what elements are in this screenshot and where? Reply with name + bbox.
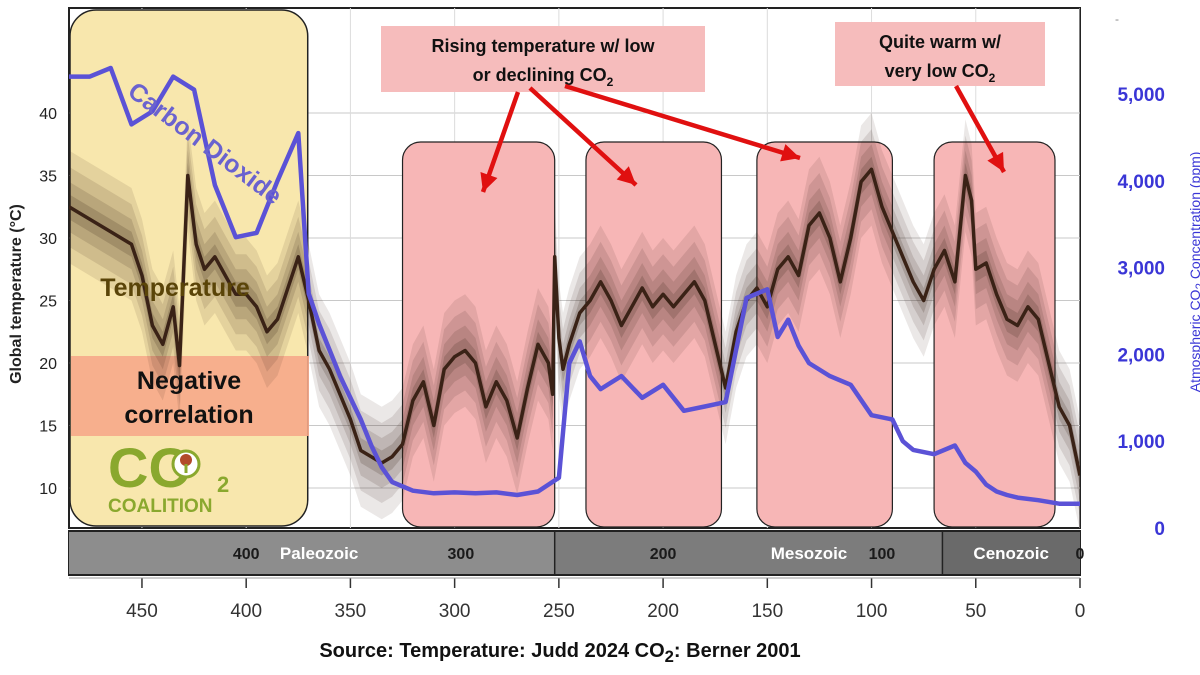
callout-2-box [835,22,1045,86]
callout-2-line2-sub: 2 [989,71,996,85]
tree-crown-icon [180,454,192,466]
arrow-1-head [480,172,498,192]
era-band [554,532,943,574]
arrow-4-head [987,151,1004,172]
scale-number-label: 0 [1076,546,1085,563]
x-tick-label: 0 [1075,601,1086,622]
x-tick-label: 250 [543,601,575,622]
co2-line [69,65,1080,506]
logo-word: COALITION [108,496,213,517]
y-right-label-sub: 2 [1194,283,1200,289]
callout-1-line2: or declining CO2 [473,65,614,89]
y-right-tick-mark: - [1115,12,1119,26]
logo-sub: 2 [217,472,229,497]
highlight-box-pink [585,141,723,528]
era-band [69,532,555,574]
era-label: Paleozoic [280,544,358,563]
highlight-boxes [69,9,1056,528]
temperature-label: Temperature [100,274,250,302]
highlight-box-pink [933,141,1056,528]
y-axis-right: 0 1,000 2,000 3,000 4,000 5,000 - [1115,12,1165,540]
era-band [942,532,1080,574]
arrow-2-head [616,166,636,185]
source-caption: Source: Temperature: Judd 2024 CO2: Bern… [0,640,1120,667]
callout-2-line2-text: very low CO [885,61,989,81]
y-right-tick-label: 3,000 [1117,259,1165,280]
arrow-3-head [780,144,800,162]
era-label: Cenozoic [973,544,1049,563]
source-sub: 2 [664,647,674,666]
temperature-line [69,167,1080,476]
y-left-tick-label: 35 [39,169,57,186]
scale-number-label: 100 [869,546,896,563]
y-right-label-pre: Atmospheric CO [1187,289,1200,393]
negative-correlation-line2: correlation [124,401,253,429]
y-right-tick-label: 0 [1154,519,1165,540]
y-axis-right-label: Atmospheric CO2 Concentration (ppm) [1187,137,1200,407]
x-axis: 400 Paleozoic 300 200 Mesozoic 100 Cenozoic 0 45… [68,530,1086,622]
callout-2-line2: very low CO2 [885,61,996,85]
arrow-3-shaft [564,83,801,161]
y-right-label-post: Concentration (ppm) [1187,151,1200,280]
x-tick-label: 400 [230,601,262,622]
y-axis-left: 10 15 20 25 30 35 40 [39,106,57,498]
y-left-tick-label: 30 [39,231,57,248]
y-right-tick-label: 4,000 [1117,172,1165,193]
highlight-box-pink [756,141,893,528]
x-tick-label: 200 [647,601,679,622]
y-left-tick-label: 20 [39,356,57,373]
temperature-band [69,129,1080,516]
temperature-band [69,156,1080,489]
y-right-tick-label: 5,000 [1117,85,1165,106]
temperature-band [69,113,1080,528]
co2-coalition-logo: CO 2 COALITION [108,436,229,517]
negative-correlation-band [71,356,309,436]
y-left-tick-label: 10 [39,481,57,498]
source-prefix: Source: Temperature: Judd 2024 CO [319,640,665,662]
scale-number-label: 300 [448,546,475,563]
scale-number-label: 400 [233,546,260,563]
x-tick-label: 300 [439,601,471,622]
era-label: Mesozoic [771,544,848,563]
y-axis-left-label: Global temperature (°C) [8,204,25,384]
y-right-tick-label: 2,000 [1117,345,1165,366]
x-tick-label: 50 [965,601,986,622]
tree-trunk-icon [184,464,188,473]
callout-1-line2-text: or declining CO [473,65,607,85]
y-left-tick-label: 40 [39,106,57,123]
source-suffix: : Berner 2001 [673,640,801,662]
scale-number-label: 200 [650,546,677,563]
callout-1-line2-sub: 2 [607,75,614,89]
x-tick-label: 100 [856,601,888,622]
x-tick-label: 350 [335,601,367,622]
y-right-tick-label: 1,000 [1117,432,1165,453]
x-tick-label: 150 [751,601,783,622]
negative-correlation-line1: Negative [137,367,241,395]
callout-2-line1: Quite warm w/ [879,32,1001,52]
arrow-2-shaft [528,86,638,187]
x-tick-label: 450 [126,601,158,622]
y-left-tick-label: 15 [39,419,57,436]
series-lines [69,65,1080,506]
y-left-tick-label: 25 [39,294,57,311]
callout-1-box [381,26,705,92]
callout-1-line1: Rising temperature w/ low [431,36,655,56]
